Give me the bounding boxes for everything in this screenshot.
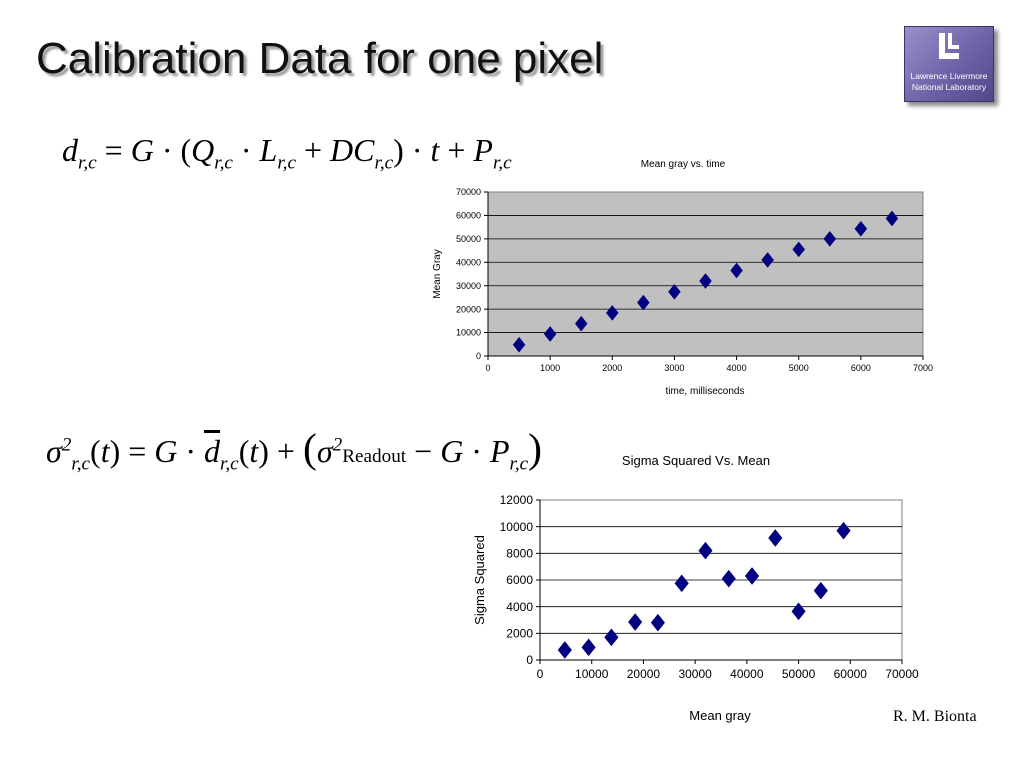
chart1-title: Mean gray vs. time <box>641 159 726 170</box>
c1-ytick-label: 40000 <box>456 257 481 267</box>
c1-data-point <box>574 315 588 332</box>
eq2-t2: t <box>249 433 259 469</box>
c2-data-point <box>698 541 713 560</box>
c1-data-point <box>854 220 868 237</box>
eq1-t: t <box>430 132 440 168</box>
c2-data-point <box>791 602 806 621</box>
eq1-sub-l: r,c <box>277 152 296 174</box>
c1-data-point <box>512 336 526 353</box>
chart1-ylabel: Mean Gray <box>432 249 443 298</box>
c1-data-point <box>823 230 837 247</box>
c1-ytick-label: 50000 <box>456 234 481 244</box>
c1-data-point <box>699 273 712 289</box>
eq2-sub-p: r,c <box>509 453 529 475</box>
c1-ytick-label: 0 <box>476 351 481 361</box>
c2-ytick-label: 0 <box>526 653 533 667</box>
c1-ytick-label: 60000 <box>456 211 481 221</box>
c1-data-point <box>761 252 774 268</box>
eq2-dbar: d <box>204 433 221 469</box>
c2-data-point <box>768 529 783 547</box>
eq1-p: P <box>473 132 493 168</box>
c2-ytick-label: 8000 <box>506 547 533 561</box>
c2-data-point <box>813 581 828 600</box>
c1-xtick-label: 7000 <box>913 363 933 373</box>
c1-data-point <box>668 283 681 300</box>
c2-xtick-label: 50000 <box>782 667 816 681</box>
eq1-g: G <box>130 132 154 168</box>
c1-ytick-label: 10000 <box>456 328 481 338</box>
c1-xtick-label: 3000 <box>664 363 684 373</box>
chart-sigma-squared-vs-mean: Sigma Squared Vs. Mean 0 10000 20000 30000 4… <box>472 453 919 723</box>
c2-ytick-label: 2000 <box>506 627 533 641</box>
c1-ytick-label: 30000 <box>456 281 481 291</box>
c2-ytick-label: 10000 <box>500 520 534 534</box>
chart2-title: Sigma Squared Vs. Mean <box>622 453 770 468</box>
c1-xtick-label: 2000 <box>602 363 622 373</box>
c1-ytick-label: 70000 <box>456 187 481 197</box>
c1-ytick-label: 20000 <box>456 304 481 314</box>
c2-data-point <box>674 574 689 593</box>
eq2-t: t <box>100 433 110 469</box>
llnl-logo-icon <box>939 33 959 59</box>
c2-data-point <box>744 567 760 585</box>
c2-data-point <box>557 641 572 659</box>
author-credit: R. M. Bionta <box>893 708 977 725</box>
eq1-d: d <box>62 132 78 168</box>
c2-data-point <box>628 613 643 631</box>
chart2-ylabel: Sigma Squared <box>472 535 487 625</box>
c2-xtick-label: 20000 <box>627 667 661 681</box>
eq2-g: G <box>154 433 178 469</box>
eq1-l: L <box>259 132 278 168</box>
eq1-dc: DC <box>330 132 375 168</box>
eq1-q: Q <box>191 132 215 168</box>
c2-data-point <box>604 628 619 647</box>
eq1-sub-p: r,c <box>492 152 512 174</box>
eq1-sub-dc: r,c <box>374 152 394 174</box>
eq2-sub-d: r,c <box>220 453 239 475</box>
c1-data-point <box>730 262 743 279</box>
c1-xtick-label: 0 <box>485 363 490 373</box>
eq1-sub: r,c <box>78 152 97 174</box>
c2-ytick-label: 6000 <box>506 573 533 587</box>
c1-xtick-label: 6000 <box>851 363 871 373</box>
c2-xtick-label: 0 <box>537 667 544 681</box>
eq2-sigma: σ <box>46 433 62 469</box>
c2-ytick-label: 12000 <box>500 493 534 507</box>
eq2-g2: G <box>440 433 464 469</box>
eq1-sub-q: r,c <box>214 152 233 174</box>
c1-data-point <box>792 241 806 258</box>
eq2-sup2: 2 <box>332 434 343 456</box>
logo-text-line2: National Laboratory <box>911 82 987 92</box>
c2-data-point <box>581 638 596 657</box>
c1-data-point <box>637 294 650 311</box>
llnl-logo: Lawrence Livermore National Laboratory <box>904 26 994 102</box>
c2-xtick-label: 70000 <box>885 667 919 681</box>
eq2-sub: r,c <box>71 453 91 475</box>
c2-data-point <box>650 613 666 632</box>
chart2-xlabel: Mean gray <box>689 708 751 723</box>
c1-xtick-label: 1000 <box>540 363 560 373</box>
equation-mean: dr,c = G · (Qr,c · Lr,c + DCr,c) · t + P… <box>62 132 512 174</box>
logo-text-line1: Lawrence Livermore <box>910 71 988 81</box>
c1-xtick-label: 4000 <box>727 363 747 373</box>
c1-data-point <box>885 210 899 227</box>
c1-xtick-label: 5000 <box>789 363 809 373</box>
chart1-xlabel: time, milliseconds <box>666 386 745 397</box>
chart-mean-gray-vs-time: Mean gray vs. time 0 1000 2000 3000 4000 5000… <box>432 159 933 397</box>
c2-ytick-label: 4000 <box>506 600 533 614</box>
c2-data-point <box>836 521 851 540</box>
c1-data-point <box>605 304 619 321</box>
slide-title: Calibration Data for one pixel <box>36 34 604 83</box>
equation-variance: σ2r,c(t) = G · dr,c(t) + (σ2Readout − G … <box>46 425 543 475</box>
eq2-sup: 2 <box>61 434 72 456</box>
c2-xtick-label: 10000 <box>575 667 609 681</box>
c2-xtick-label: 40000 <box>730 667 764 681</box>
c1-data-point <box>543 326 557 342</box>
eq2-sigma2: σ <box>316 433 333 469</box>
c2-xtick-label: 60000 <box>834 667 868 681</box>
c2-xtick-label: 30000 <box>678 667 712 681</box>
eq2-p: P <box>489 433 510 469</box>
eq2-readout: Readout <box>342 446 407 467</box>
c2-data-point <box>721 569 736 588</box>
